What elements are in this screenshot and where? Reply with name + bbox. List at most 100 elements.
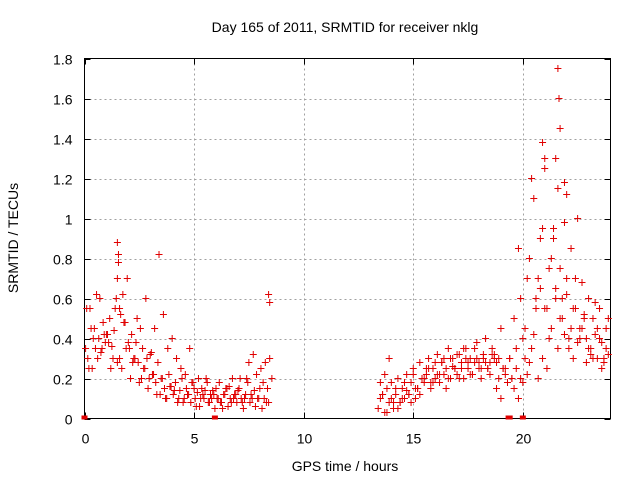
data-point [193,389,201,396]
data-point [251,403,259,410]
data-point [192,403,200,410]
data-point [582,335,590,342]
data-point [396,399,404,406]
data-point [84,355,92,362]
data-point [567,325,575,332]
data-point [493,385,501,392]
data-point [591,299,599,306]
x-tick-label: 15 [406,431,422,447]
data-point [374,405,382,412]
data-point [177,365,185,372]
data-point [565,345,573,352]
data-point [110,327,118,334]
data-point [578,279,586,286]
data-point [427,385,435,392]
data-point [552,285,560,292]
data-point [142,295,150,302]
data-point [128,331,136,338]
data-point [228,375,236,382]
y-tick-label: 0.4 [53,332,73,348]
data-point [532,305,540,312]
data-point [187,399,195,406]
data-point [262,399,270,406]
data-point [512,345,520,352]
data-point [407,379,415,386]
data-point [135,379,143,386]
data-point [563,291,571,298]
data-point [488,345,496,352]
data-point [98,345,106,352]
data-point [112,295,120,302]
data-point [118,365,126,372]
data-point [578,325,586,332]
y-tick-label: 0 [65,412,73,428]
data-point [530,195,538,202]
data-point [512,365,520,372]
data-point [409,371,417,378]
data-point [519,335,527,342]
data-point [593,325,601,332]
data-point [214,395,222,402]
data-point [254,395,262,402]
data-point [202,375,210,382]
data-point [157,375,165,382]
data-point [168,335,176,342]
data-point [162,395,170,402]
data-point [536,235,544,242]
data-point [574,215,582,222]
data-point [444,345,452,352]
data-point [539,355,547,362]
data-point [244,379,252,386]
data-point [403,387,411,394]
data-point [433,351,441,358]
data-point [541,165,549,172]
data-point [565,335,573,342]
data-point [133,315,141,322]
data-point [107,365,115,372]
data-point [89,335,97,342]
data-point [528,345,536,352]
data-point [545,265,553,272]
data-point [517,295,525,302]
data-point [210,391,218,398]
data-points [81,65,612,420]
data-point [398,395,406,402]
data-point [521,355,529,362]
data-point [484,365,492,372]
data-point [151,325,159,332]
data-point [186,345,194,352]
data-point [545,335,553,342]
data-point [194,375,202,382]
data-point [145,375,153,382]
data-point [152,379,160,386]
data-point [453,371,461,378]
data-point [600,355,608,362]
data-point [123,275,131,282]
data-point [178,375,186,382]
data-point [238,399,246,406]
data-point [569,355,577,362]
data-point [530,331,538,338]
data-point [165,371,173,378]
data-point [232,391,240,398]
data-point [182,385,190,392]
x-tick-label: 20 [516,431,532,447]
y-tick-label: 1.6 [53,92,73,108]
data-point [523,275,531,282]
data-point [460,345,468,352]
data-point [431,359,439,366]
data-point [427,379,435,386]
data-point [153,391,161,398]
data-point [560,219,568,226]
y-tick-label: 1.8 [53,52,73,68]
data-point [227,399,235,406]
data-point [224,403,232,410]
data-point [108,343,116,350]
data-point [598,339,606,346]
data-point [136,325,144,332]
y-tick-label: 1.4 [53,132,73,148]
data-point [510,315,518,322]
data-point [534,275,542,282]
data-point [422,365,430,372]
data-point [462,355,470,362]
